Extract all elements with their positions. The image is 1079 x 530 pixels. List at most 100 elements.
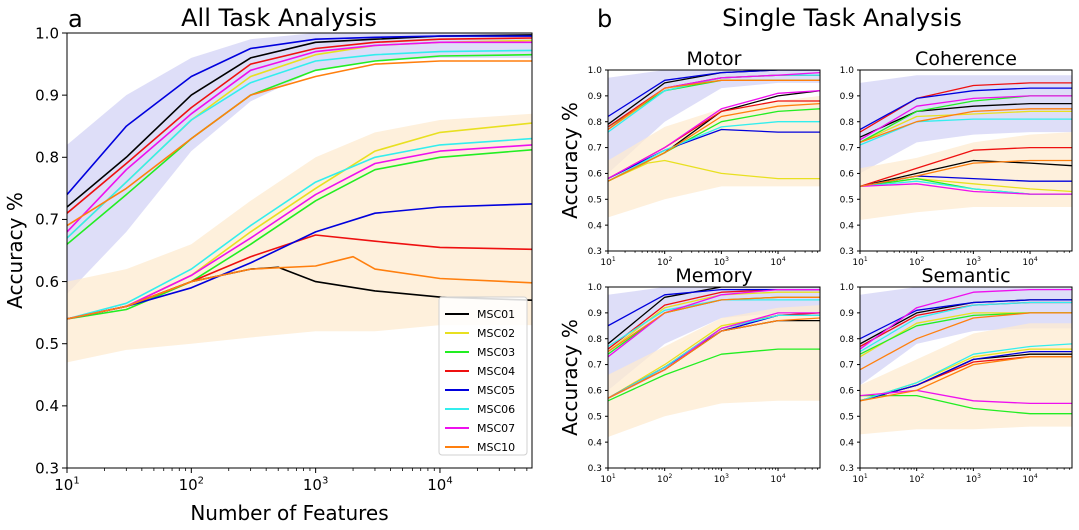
y-tick-label-semantic: 1.0 [840, 283, 855, 293]
x-tick-label-all: 103 [303, 475, 328, 494]
legend-label-msc02: MSC02 [477, 327, 515, 340]
y-tick-label-semantic: 0.3 [840, 464, 854, 474]
x-tick-label-semantic: 104 [1022, 473, 1037, 485]
y-tick-label-coherence: 0.3 [840, 247, 854, 257]
band-lower-memory [608, 305, 820, 437]
y-tick-label-all: 0.7 [35, 211, 59, 229]
legend-label-msc10: MSC10 [477, 441, 515, 454]
panel-b-title: Single Task Analysis [722, 4, 962, 32]
legend-label-msc06: MSC06 [477, 403, 515, 416]
series-line-msc10-memory [608, 317, 820, 399]
series-line-msc01-coherence [860, 159, 1072, 188]
plot-frame-semantic [859, 286, 1073, 469]
series-line-msc06-semantic [860, 301, 1072, 353]
legend-box [438, 296, 528, 456]
y-tick-label-memory: 0.3 [588, 464, 602, 474]
y-tick-label-coherence: 0.7 [840, 144, 854, 154]
y-tick-label-memory: 0.7 [588, 361, 602, 371]
y-tick-label-semantic: 0.4 [840, 438, 855, 448]
legend-label-msc05: MSC05 [477, 384, 515, 397]
series-line-msc05-motor [608, 128, 820, 180]
x-axis-label-all: Number of Features [190, 501, 388, 525]
series-line-msc07-all [67, 144, 532, 320]
y-tick-label-semantic: 0.8 [840, 335, 855, 345]
chart-all: 0.3 0.4 0.5 0.6 0.7 0.8 0.9 1.0 101 102 103 104 Accu… [3, 24, 533, 525]
series-line-msc06-semantic [860, 343, 1072, 402]
y-tick-label-memory: 0.8 [588, 335, 603, 345]
series-line-msc05-motor [608, 70, 820, 118]
series-line-msc03-all [67, 149, 532, 320]
series-line-msc07-semantic [860, 389, 1072, 405]
series-line-msc04-coherence [860, 146, 1072, 188]
y-tick-label-memory: 0.9 [588, 309, 603, 319]
series-line-msc06-coherence [860, 118, 1072, 146]
series-line-msc05-semantic [860, 350, 1072, 402]
y-tick-label-memory: 1.0 [588, 283, 603, 293]
x-tick-label-memory: 103 [714, 473, 729, 485]
x-tick-label-all: 102 [179, 475, 204, 494]
panel-b-letter: b [597, 5, 612, 33]
legend-label-msc04: MSC04 [477, 365, 515, 378]
legend-label-msc03: MSC03 [477, 346, 515, 359]
series-line-msc02-motor [608, 159, 820, 182]
series-line-msc07-motor [608, 90, 820, 180]
y-tick-label-coherence: 1.0 [840, 66, 855, 76]
plot-frame-all [66, 32, 533, 469]
series-line-msc03-memory [608, 348, 820, 402]
plot-frame-memory [607, 286, 821, 469]
series-line-msc06-all [67, 137, 532, 320]
legend-label-msc01: MSC01 [477, 308, 515, 321]
band-lower-coherence [860, 132, 1072, 220]
y-tick-label-motor: 0.7 [588, 144, 602, 154]
y-tick-label-coherence: 0.4 [840, 221, 855, 231]
subplot-title-motor: Motor [687, 48, 742, 70]
y-axis-label-memory: Accuracy % [558, 319, 582, 436]
x-tick-label-coherence: 104 [1022, 256, 1037, 268]
x-tick-label-semantic: 101 [852, 473, 867, 485]
series-line-msc10-semantic [860, 356, 1072, 402]
y-tick-label-semantic: 0.7 [840, 361, 854, 371]
chart-semantic: 0.3 0.4 0.5 0.6 0.7 0.8 0.9 1.0 101 102 103 104 Sema… [840, 265, 1073, 485]
y-tick-label-coherence: 0.8 [840, 118, 855, 128]
y-axis-label-motor: Accuracy % [558, 102, 582, 219]
subplot-title-memory: Memory [675, 265, 752, 287]
y-tick-label-motor: 0.4 [588, 221, 603, 231]
x-tick-label-motor: 104 [770, 256, 785, 268]
y-tick-label-memory: 0.6 [588, 387, 603, 397]
x-tick-label-memory: 104 [770, 473, 785, 485]
y-tick-label-motor: 0.8 [588, 118, 603, 128]
series-line-msc10-motor [608, 79, 820, 131]
series-line-msc03-semantic [860, 394, 1072, 415]
subplot-title-coherence: Coherence [915, 48, 1017, 70]
series-line-msc10-all [67, 60, 532, 227]
x-tick-label-coherence: 101 [852, 256, 867, 268]
series-line-msc10-memory [608, 296, 820, 353]
series-line-msc02-coherence [860, 110, 1072, 143]
series-line-msc10-semantic [860, 312, 1072, 371]
x-tick-label-semantic: 102 [909, 473, 924, 485]
y-tick-label-coherence: 0.6 [840, 170, 855, 180]
legend-label-msc07: MSC07 [477, 422, 515, 435]
y-tick-label-all: 0.3 [35, 459, 59, 477]
series-line-msc05-all [67, 203, 532, 320]
y-tick-label-all: 0.6 [35, 273, 59, 291]
y-tick-label-all: 1.0 [35, 24, 59, 42]
x-tick-label-semantic: 103 [966, 473, 981, 485]
y-axis-label-all: Accuracy % [3, 192, 27, 309]
y-tick-label-motor: 0.6 [588, 170, 603, 180]
y-tick-label-all: 0.8 [35, 149, 59, 167]
band-upper-all [67, 33, 532, 294]
series-line-msc06-all [67, 49, 532, 239]
series-line-msc03-all [67, 53, 532, 245]
series-line-msc07-coherence [860, 95, 1072, 141]
band-lower-all [67, 113, 532, 363]
series-line-msc05-all [67, 35, 532, 196]
plot-frame-coherence [859, 69, 1073, 252]
series-line-msc10-motor [608, 102, 820, 182]
legend: MSC01 MSC02 MSC03 MSC04 MSC05 MSC06 MSC07 MSC10 [438, 296, 528, 456]
chart-memory: 0.3 0.4 0.5 0.6 0.7 0.8 0.9 1.0 101 102 103 104 Memo… [558, 265, 821, 485]
x-tick-label-all: 101 [54, 475, 79, 494]
y-tick-label-motor: 0.5 [588, 195, 602, 205]
